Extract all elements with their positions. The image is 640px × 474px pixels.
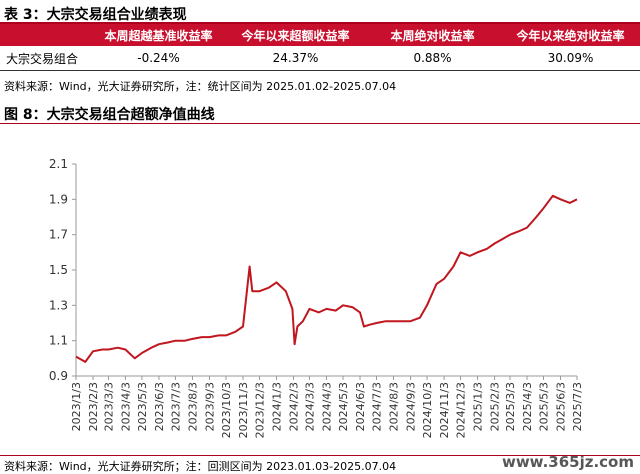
weekly-excess-cell: -0.24% bbox=[90, 46, 227, 71]
y-axis-ticks: 0.9 1.1 1.3 1.5 1.7 1.9 2.1 bbox=[49, 157, 76, 383]
x-tick-label: 2024/7/3 bbox=[370, 382, 383, 431]
chart-source-note: 资料来源：Wind，光大证券研究所；注：回测区间为 2023.01.03-202… bbox=[4, 460, 397, 473]
x-tick-label: 2024/9/3 bbox=[405, 382, 418, 431]
y-tick-label: 1.9 bbox=[49, 192, 68, 206]
x-tick-label: 2023/6/3 bbox=[153, 382, 166, 431]
x-tick-label: 2025/5/3 bbox=[537, 382, 550, 431]
table-title: 表 3：大宗交易组合业绩表现 bbox=[4, 7, 187, 23]
x-tick-label: 2023/1/3 bbox=[70, 382, 83, 431]
x-tick-label: 2024/2/3 bbox=[288, 382, 301, 431]
x-tick-label: 2025/2/3 bbox=[489, 382, 502, 431]
x-tick-label: 2024/1/3 bbox=[271, 382, 284, 431]
table-title-rule bbox=[0, 22, 640, 24]
x-tick-label: 2023/11/3 bbox=[237, 382, 250, 438]
x-tick-label: 2024/8/3 bbox=[388, 382, 401, 431]
table-header-row: 本周超越基准收益率 今年以来超额收益率 本周绝对收益率 今年以来绝对收益率 bbox=[0, 24, 640, 46]
x-tick-label: 2025/4/3 bbox=[521, 382, 534, 431]
chart-title-rule bbox=[0, 123, 640, 124]
chart-title: 图 8：大宗交易组合超额净值曲线 bbox=[4, 107, 215, 123]
x-tick-label: 2023/4/3 bbox=[119, 382, 132, 431]
table-source-note: 资料来源：Wind，光大证券研究所，注：统计区间为 2025.01.02-202… bbox=[4, 80, 397, 93]
y-tick-label: 1.5 bbox=[49, 263, 68, 277]
weekly-absolute-cell: 0.88% bbox=[364, 46, 501, 71]
x-tick-label: 2023/8/3 bbox=[186, 382, 199, 431]
x-tick-label: 2024/3/3 bbox=[303, 382, 316, 431]
header-cell-ytd-excess: 今年以来超额收益率 bbox=[227, 24, 364, 46]
x-tick-label: 2025/1/3 bbox=[472, 382, 485, 431]
x-tick-label: 2025/6/3 bbox=[555, 382, 568, 431]
header-cell-blank bbox=[0, 24, 90, 46]
x-tick-label: 2025/3/3 bbox=[504, 382, 517, 431]
x-axis-ticks: 2023/1/3 2023/2/3 2023/3/3 2023/4/3 2023/5/3… bbox=[70, 376, 584, 438]
y-tick-label: 1.7 bbox=[49, 228, 68, 242]
header-cell-ytd-absolute: 今年以来绝对收益率 bbox=[501, 24, 640, 46]
series-line bbox=[75, 194, 578, 363]
x-tick-label: 2024/12/3 bbox=[455, 382, 468, 438]
y-tick-label: 0.9 bbox=[49, 369, 68, 383]
excess-nav-chart: 0.91.11.31.51.71.92.1 2023/1/3 2023/2/3 20… bbox=[49, 157, 584, 438]
x-tick-label: 2023/7/3 bbox=[169, 382, 182, 431]
x-tick-label: 2023/10/3 bbox=[220, 382, 233, 438]
x-tick-label: 2023/5/3 bbox=[136, 382, 149, 431]
x-tick-label: 2024/6/3 bbox=[354, 382, 367, 431]
x-tick-label: 2023/12/3 bbox=[253, 382, 266, 438]
ytd-absolute-cell: 30.09% bbox=[501, 46, 640, 71]
chart-bottom-rule bbox=[0, 455, 640, 456]
x-tick-label: 2025/7/3 bbox=[571, 382, 584, 431]
x-tick-label: 2024/11/3 bbox=[438, 382, 451, 438]
y-tick-label: 1.1 bbox=[49, 334, 68, 348]
x-tick-label: 2024/10/3 bbox=[421, 382, 434, 438]
y-tick-label: 1.3 bbox=[49, 298, 68, 312]
ytd-excess-cell: 24.37% bbox=[227, 46, 364, 71]
header-cell-weekly-absolute: 本周绝对收益率 bbox=[364, 24, 501, 46]
x-tick-label: 2024/4/3 bbox=[321, 382, 334, 431]
table-row: 大宗交易组合 -0.24% 24.37% 0.88% 30.09% bbox=[0, 46, 640, 71]
row-label-cell: 大宗交易组合 bbox=[0, 46, 90, 71]
x-tick-label: 2023/2/3 bbox=[87, 382, 100, 431]
header-cell-weekly-excess: 本周超越基准收益率 bbox=[90, 24, 227, 46]
site-watermark: www.365jz.com bbox=[501, 453, 634, 471]
x-tick-label: 2024/5/3 bbox=[337, 382, 350, 431]
performance-table: 本周超越基准收益率 今年以来超额收益率 本周绝对收益率 今年以来绝对收益率 大宗… bbox=[0, 24, 640, 71]
x-tick-label: 2023/3/3 bbox=[102, 382, 115, 431]
x-tick-label: 2023/9/3 bbox=[203, 382, 216, 431]
y-tick-label: 2.1 bbox=[49, 157, 68, 171]
